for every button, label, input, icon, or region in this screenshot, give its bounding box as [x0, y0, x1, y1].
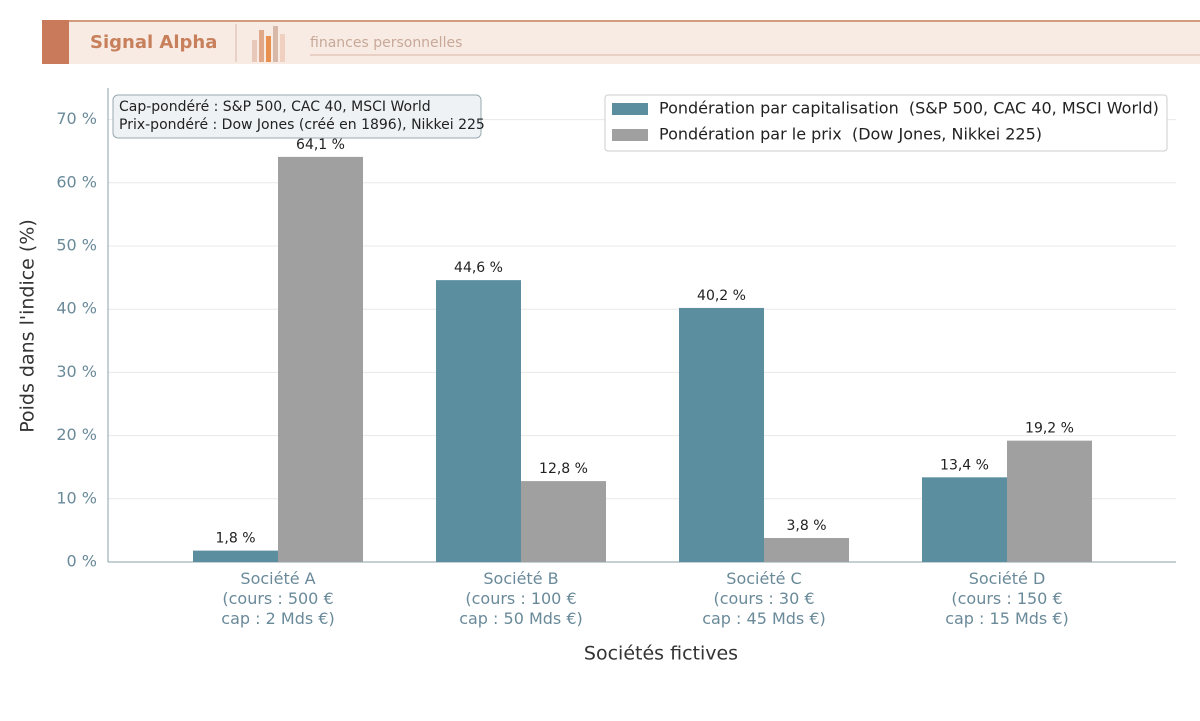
header-bar [42, 20, 1200, 64]
bar [1007, 440, 1092, 562]
y-tick-label: 50 % [56, 236, 97, 255]
legend-box [604, 94, 1168, 152]
bar [521, 481, 606, 562]
header-block [42, 20, 69, 64]
tagline: finances personnelles [310, 35, 462, 51]
bar [193, 550, 278, 562]
x-axis-label: Sociétés fictives [584, 643, 738, 665]
bar [764, 537, 849, 562]
value-label: 44,6 % [454, 260, 503, 276]
bar [436, 280, 521, 562]
brand: Signal Alpha [90, 32, 217, 53]
bar [278, 156, 363, 562]
value-label: 12,8 % [539, 461, 588, 477]
y-tick-label: 10 % [56, 488, 97, 507]
legend-label: Pondération par capitalisation (S&P 500,… [659, 99, 1159, 118]
y-tick-label: 20 % [56, 425, 97, 444]
value-label: 40,2 % [697, 288, 746, 304]
x-tick-label: Société C (cours : 30 € cap : 45 Mds €) [702, 569, 826, 628]
value-label: 3,8 % [786, 518, 826, 534]
bar [922, 477, 1007, 562]
legend-swatch [612, 103, 648, 115]
annotation-box [112, 94, 482, 139]
logo [252, 26, 285, 62]
value-label: 1,8 % [215, 531, 255, 547]
annotation-text: Cap-pondéré : S&P 500, CAC 40, MSCI Worl… [119, 99, 431, 115]
x-tick-label: Société B (cours : 100 € cap : 50 Mds €) [459, 569, 583, 628]
y-axis-label: Poids dans l'indice (%) [17, 219, 39, 433]
y-tick-label: 40 % [56, 299, 97, 318]
y-tick-label: 0 % [67, 552, 97, 571]
value-label: 19,2 % [1025, 421, 1074, 437]
legend: Pondération par capitalisation (S&P 500,… [604, 94, 1168, 152]
y-tick-label: 60 % [56, 172, 97, 191]
y-tick-label: 30 % [56, 362, 97, 381]
annotation-text: Prix-pondéré : Dow Jones (créé en 1896),… [119, 117, 485, 133]
value-label: 64,1 % [296, 137, 345, 153]
annotation: Cap-pondéré : S&P 500, CAC 40, MSCI Worl… [112, 94, 485, 139]
bar [679, 307, 764, 562]
value-label: 13,4 % [940, 457, 989, 473]
legend-label: Pondération par le prix (Dow Jones, Nikk… [659, 125, 1042, 144]
y-tick-label: 70 % [56, 109, 97, 128]
x-tick-label: Société A (cours : 500 € cap : 2 Mds €) [221, 569, 335, 628]
legend-swatch [612, 129, 648, 141]
x-tick-label: Société D (cours : 150 € cap : 15 Mds €) [945, 569, 1069, 628]
